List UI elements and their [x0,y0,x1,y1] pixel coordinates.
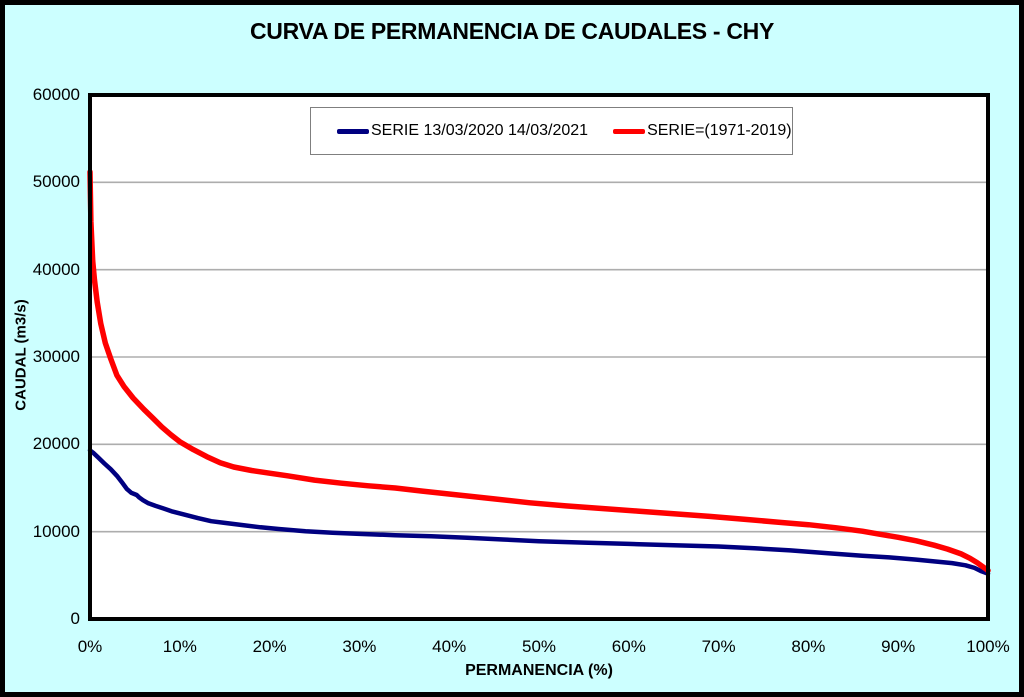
legend-label-serie-2020-2021: SERIE 13/03/2020 14/03/2021 [371,122,589,139]
x-axis-title: PERMANENCIA (%) [465,662,613,679]
x-tick-label-50%: 50% [521,637,557,656]
y-axis-title: CAUDAL (m3/s) [12,299,30,411]
legend-line-sample-blue [337,128,369,134]
x-tick-label-0%: 0% [77,637,103,656]
y-tick-label-20000: 20000 [32,434,80,454]
x-tick-label-60%: 60% [611,637,646,656]
legend-item-serie-1971-2019: SERIE=(1971-2019) [613,122,792,140]
y-tick-label-10000: 10000 [32,521,80,541]
y-tick-label-0: 0 [70,609,80,628]
x-tick-label-20%: 20% [252,637,287,656]
y-tick-label-60000: 60000 [32,85,80,104]
x-tick-label-30%: 30% [342,637,377,656]
x-tick-label-40%: 40% [432,637,467,656]
series-line-0 [87,448,991,576]
legend-item-serie-2020-2021: SERIE 13/03/2020 14/03/2021 [337,122,588,140]
x-tick-label-80%: 80% [791,637,826,656]
chart-title: CURVA DE PERMANENCIA DE CAUDALES - CHY [249,18,775,44]
y-tick-label-50000: 50000 [32,172,80,192]
y-tick-label-40000: 40000 [32,259,80,279]
x-tick-label-90%: 90% [881,637,916,656]
x-tick-label-70%: 70% [701,637,736,656]
series-line-1 [87,169,991,574]
legend: SERIE 13/03/2020 14/03/2021 SERIE=(1971-… [310,107,793,155]
y-tick-label-30000: 30000 [32,347,80,366]
x-tick-label-100%: 100% [966,637,1010,656]
plot-frame [88,93,990,621]
x-tick-label-10%: 10% [162,637,197,656]
legend-label-serie-1971-2019: SERIE=(1971-2019) [647,122,792,139]
legend-line-sample-red [613,128,646,134]
